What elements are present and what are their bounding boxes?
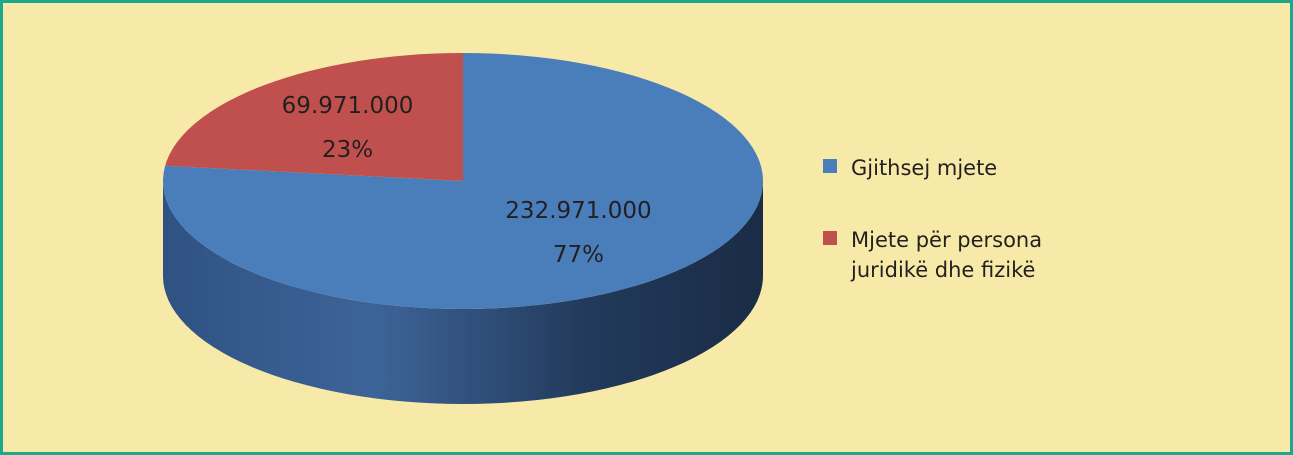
legend-swatch (823, 159, 837, 173)
data-label: 69.971.000 (282, 93, 414, 119)
data-label: 232.971.000 (505, 198, 651, 224)
legend-label: Gjithsej mjete (851, 156, 998, 180)
pie-chart: 232.971.000 77% 69.971.000 23% (162, 53, 764, 404)
legend-item: Mjete për persona juridikë dhe fizikë (823, 225, 1091, 285)
legend-swatch (823, 231, 837, 245)
percent-label: 77% (553, 242, 604, 268)
percent-label: 23% (322, 137, 373, 163)
legend-item: Gjithsej mjete (823, 153, 1091, 183)
legend-label: Mjete për persona juridikë dhe fizikë (851, 228, 1043, 282)
pie-slice (165, 53, 463, 181)
pie-side (163, 181, 763, 404)
